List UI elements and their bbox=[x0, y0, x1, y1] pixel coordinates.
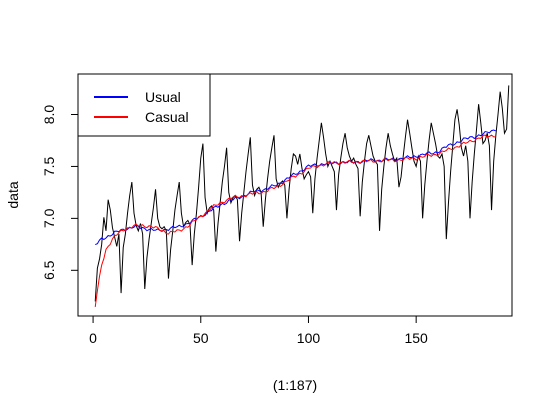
x-axis-label: (1:187) bbox=[273, 377, 317, 393]
x-tick-label: 150 bbox=[404, 330, 428, 346]
y-tick-label: 6.5 bbox=[41, 260, 57, 280]
legend: Usual Casual bbox=[77, 73, 211, 137]
x-tick-label: 0 bbox=[89, 330, 97, 346]
series-line-usual bbox=[95, 129, 497, 246]
y-tick-label: 8.0 bbox=[41, 105, 57, 125]
series-line-casual bbox=[94, 134, 496, 308]
x-tick-label: 100 bbox=[297, 330, 321, 346]
legend-label-usual: Usual bbox=[145, 89, 181, 105]
legend-label-casual: Casual bbox=[145, 109, 189, 125]
y-tick-label: 7.0 bbox=[41, 208, 57, 228]
series-layer bbox=[94, 85, 510, 308]
y-tick-label: 7.5 bbox=[41, 156, 57, 176]
series-line-data bbox=[94, 85, 510, 302]
axis-layer: 0 50 100 150 6.5 7.0 7.5 8.0 bbox=[41, 105, 428, 346]
legend-box bbox=[77, 73, 211, 137]
x-tick-label: 50 bbox=[193, 330, 209, 346]
y-axis-label: data bbox=[5, 181, 21, 208]
